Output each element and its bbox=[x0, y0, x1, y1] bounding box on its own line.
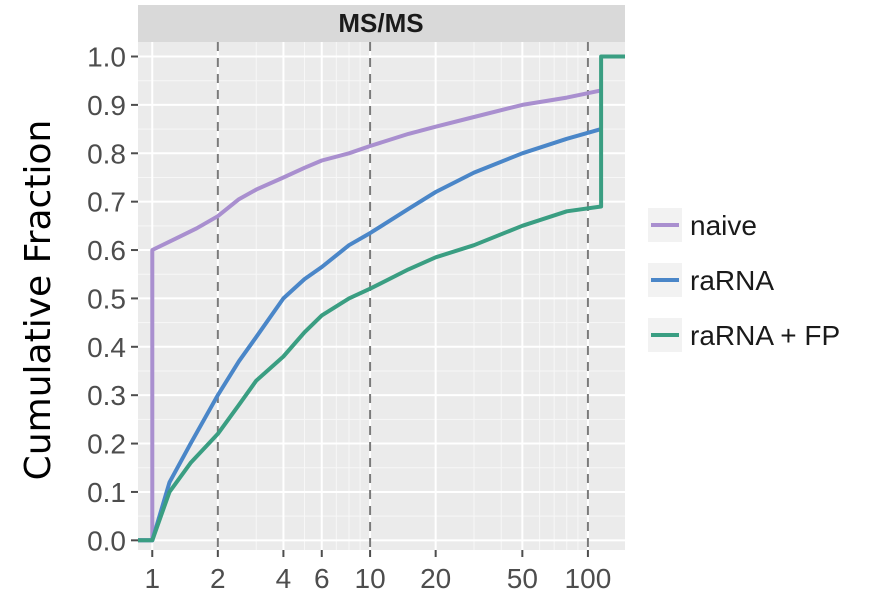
reference-vlines bbox=[216, 42, 589, 550]
y-tick-labels: 0.0 0.1 0.2 0.3 0.4 0.5 0.6 0.7 0.8 0.9 1.0 bbox=[87, 42, 126, 557]
x-tick-labels: 1 2 4 6 10 20 50 100 bbox=[144, 563, 611, 594]
series-line-rarna-fp bbox=[138, 54, 625, 543]
x-tick-label: 4 bbox=[276, 563, 292, 594]
x-tick-label: 100 bbox=[565, 563, 612, 594]
y-tick-label: 0.0 bbox=[87, 525, 126, 556]
y-tick-label: 0.1 bbox=[87, 477, 126, 508]
x-tick-label: 20 bbox=[420, 563, 451, 594]
legend: naive raRNA raRNA + FP bbox=[648, 208, 840, 352]
y-axis-label: Cumulative Fraction bbox=[18, 120, 59, 481]
y-tick-label: 0.8 bbox=[87, 138, 126, 169]
y-tick-label: 0.6 bbox=[87, 235, 126, 266]
y-tick-label: 0.3 bbox=[87, 380, 126, 411]
y-tick-label: 0.5 bbox=[87, 283, 126, 314]
minor-gridlines bbox=[138, 42, 625, 550]
x-tick-label: 1 bbox=[144, 563, 160, 594]
y-tick-label: 0.2 bbox=[87, 429, 126, 460]
y-tick-label: 1.0 bbox=[87, 42, 126, 73]
facet-label: MS/MS bbox=[338, 8, 423, 38]
legend-label: raRNA bbox=[690, 265, 774, 296]
facet-strip bbox=[138, 5, 625, 42]
legend-label: raRNA + FP bbox=[690, 320, 840, 351]
x-tick-label: 50 bbox=[507, 563, 538, 594]
x-tick-label: 6 bbox=[314, 563, 330, 594]
legend-label: naive bbox=[690, 210, 757, 241]
plot-panel bbox=[138, 42, 625, 550]
y-tick-label: 0.4 bbox=[87, 332, 126, 363]
series-line-rarna bbox=[138, 127, 602, 543]
y-tick-label: 0.9 bbox=[87, 90, 126, 121]
x-tick-label: 10 bbox=[355, 563, 386, 594]
series-lines bbox=[138, 54, 625, 543]
series-line-naive bbox=[138, 88, 602, 543]
y-tick-label: 0.7 bbox=[87, 187, 126, 218]
x-tick-label: 2 bbox=[210, 563, 226, 594]
axis-ticks bbox=[131, 55, 589, 557]
